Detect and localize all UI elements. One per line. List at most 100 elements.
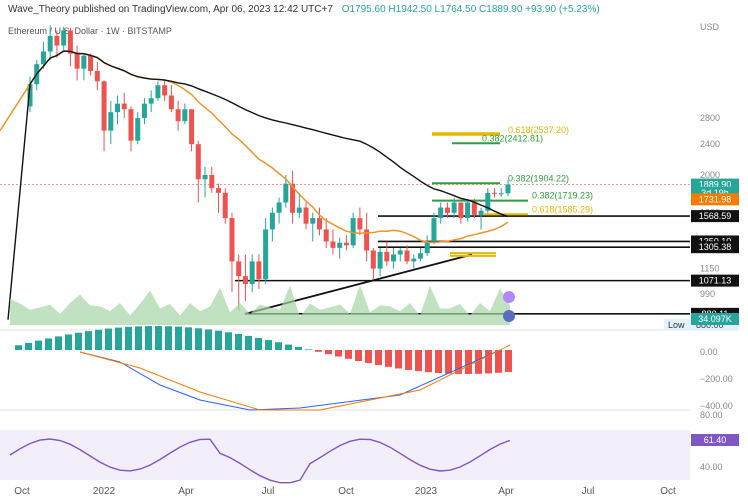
macd-histogram-bar bbox=[35, 340, 42, 350]
candle-body bbox=[61, 30, 67, 46]
macd-histogram-bar bbox=[475, 350, 482, 374]
macd-histogram-bar bbox=[325, 350, 332, 355]
candle-body bbox=[168, 95, 174, 110]
candle-body bbox=[478, 210, 484, 215]
macd-histogram-bar bbox=[125, 326, 132, 350]
macd-histogram-bar bbox=[195, 328, 202, 350]
candle-body bbox=[451, 202, 457, 213]
rsi-tag bbox=[691, 434, 739, 446]
y-tick-label: 2400 bbox=[700, 139, 720, 149]
y-tick-label: 990 bbox=[700, 289, 715, 299]
price-tag bbox=[691, 210, 739, 223]
fib-label: 0.382(1904.22) bbox=[508, 173, 569, 183]
rsi-value: 61.40 bbox=[704, 435, 727, 445]
candle-body bbox=[323, 229, 329, 242]
macd-histogram-bar bbox=[345, 350, 352, 359]
candle-body bbox=[444, 207, 450, 213]
candle-body bbox=[404, 250, 410, 262]
x-tick-label: Jul bbox=[262, 486, 275, 497]
candle-body bbox=[67, 30, 73, 54]
macd-histogram-bar bbox=[135, 326, 142, 350]
candle-body bbox=[397, 250, 403, 255]
chart-header: Wave_Theory published on TradingView.com… bbox=[8, 4, 600, 15]
ohlc-readout: O1795.60 H1942.50 L1764.50 C1889.90 +93.… bbox=[341, 4, 600, 15]
macd-histogram-bar bbox=[85, 331, 92, 350]
candle-body bbox=[316, 218, 322, 230]
macd-histogram-bar bbox=[385, 350, 392, 367]
candle-body bbox=[283, 183, 289, 203]
x-tick-label: Oct bbox=[338, 486, 354, 497]
rsi-tick-label: 80.00 bbox=[700, 410, 723, 420]
macd-histogram-bar bbox=[445, 350, 452, 374]
candle-body bbox=[458, 202, 464, 219]
candle-body bbox=[101, 81, 107, 131]
symbol-label: Ethereum / U.S. Dollar · 1W · BITSTAMP bbox=[8, 26, 172, 36]
candle-body bbox=[364, 229, 370, 251]
candle-body bbox=[54, 35, 60, 46]
rsi-line bbox=[9, 438, 511, 484]
x-tick-label: 2023 bbox=[415, 486, 438, 497]
candle-body bbox=[40, 51, 46, 65]
candle-body bbox=[391, 254, 397, 262]
price-tag-label: 1889.90 bbox=[699, 180, 732, 190]
candle-body bbox=[189, 109, 195, 145]
candle-body bbox=[465, 202, 471, 219]
macd-histogram-bar bbox=[15, 345, 22, 350]
candle-body bbox=[303, 207, 309, 224]
rsi-tick-label: 40.00 bbox=[700, 462, 723, 472]
macd-histogram-bar bbox=[45, 338, 52, 350]
signal-line bbox=[79, 344, 511, 411]
macd-histogram-bar bbox=[335, 350, 342, 357]
candle-body bbox=[216, 188, 222, 193]
candle-body bbox=[108, 112, 114, 131]
volume-area bbox=[10, 285, 510, 325]
macd-histogram-bar bbox=[415, 350, 422, 372]
candle-body bbox=[370, 250, 376, 269]
macd-histogram-bar bbox=[65, 334, 72, 350]
publisher-text: Wave_Theory published on TradingView.com… bbox=[8, 4, 333, 15]
candle-body bbox=[350, 218, 356, 246]
candle-body bbox=[148, 98, 154, 104]
candle-body bbox=[121, 103, 127, 110]
candle-body bbox=[498, 193, 504, 195]
candle-body bbox=[485, 192, 491, 211]
macd-tick-label: 0.00 bbox=[700, 347, 718, 357]
candle-body bbox=[27, 84, 33, 107]
fib-label: 0.382(1719.23) bbox=[532, 191, 593, 201]
candle-body bbox=[74, 53, 80, 69]
fib-label: 0.382(2412.81) bbox=[482, 133, 543, 143]
macd-histogram-bar bbox=[285, 344, 292, 350]
macd-histogram-bar bbox=[145, 326, 152, 350]
candle-body bbox=[128, 109, 134, 141]
macd-histogram-bar bbox=[375, 350, 382, 366]
price-tag-label: 1568.59 bbox=[699, 211, 732, 221]
candle-body bbox=[141, 103, 147, 119]
candle-body bbox=[417, 253, 423, 259]
macd-histogram-bar bbox=[175, 326, 182, 350]
macd-tick-label: −200.00 bbox=[700, 374, 733, 384]
candle-body bbox=[81, 55, 87, 69]
price-tag bbox=[691, 193, 739, 206]
macd-histogram-bar bbox=[485, 350, 492, 374]
candle-body bbox=[47, 35, 53, 52]
x-tick-label: Oct bbox=[14, 486, 30, 497]
y-tick-label: 2000 bbox=[700, 170, 720, 180]
macd-histogram-bar bbox=[185, 327, 192, 350]
candle-body bbox=[242, 276, 248, 284]
candle-body bbox=[384, 251, 390, 262]
macd-histogram-bar bbox=[295, 346, 302, 350]
macd-histogram-bar bbox=[305, 349, 312, 350]
y-tick-label: 1150 bbox=[700, 264, 719, 274]
candle-body bbox=[229, 218, 235, 262]
candle-body bbox=[411, 258, 417, 262]
event-bolt-icon bbox=[503, 291, 515, 303]
macd-histogram-bar bbox=[215, 330, 222, 350]
candle-body bbox=[505, 184, 511, 194]
macd-histogram-bar bbox=[465, 350, 472, 374]
macd-histogram-bar bbox=[95, 329, 102, 350]
macd-histogram-bar bbox=[425, 350, 432, 373]
candle-body bbox=[431, 218, 437, 242]
candle-body bbox=[249, 261, 255, 284]
candle-body bbox=[209, 175, 215, 189]
